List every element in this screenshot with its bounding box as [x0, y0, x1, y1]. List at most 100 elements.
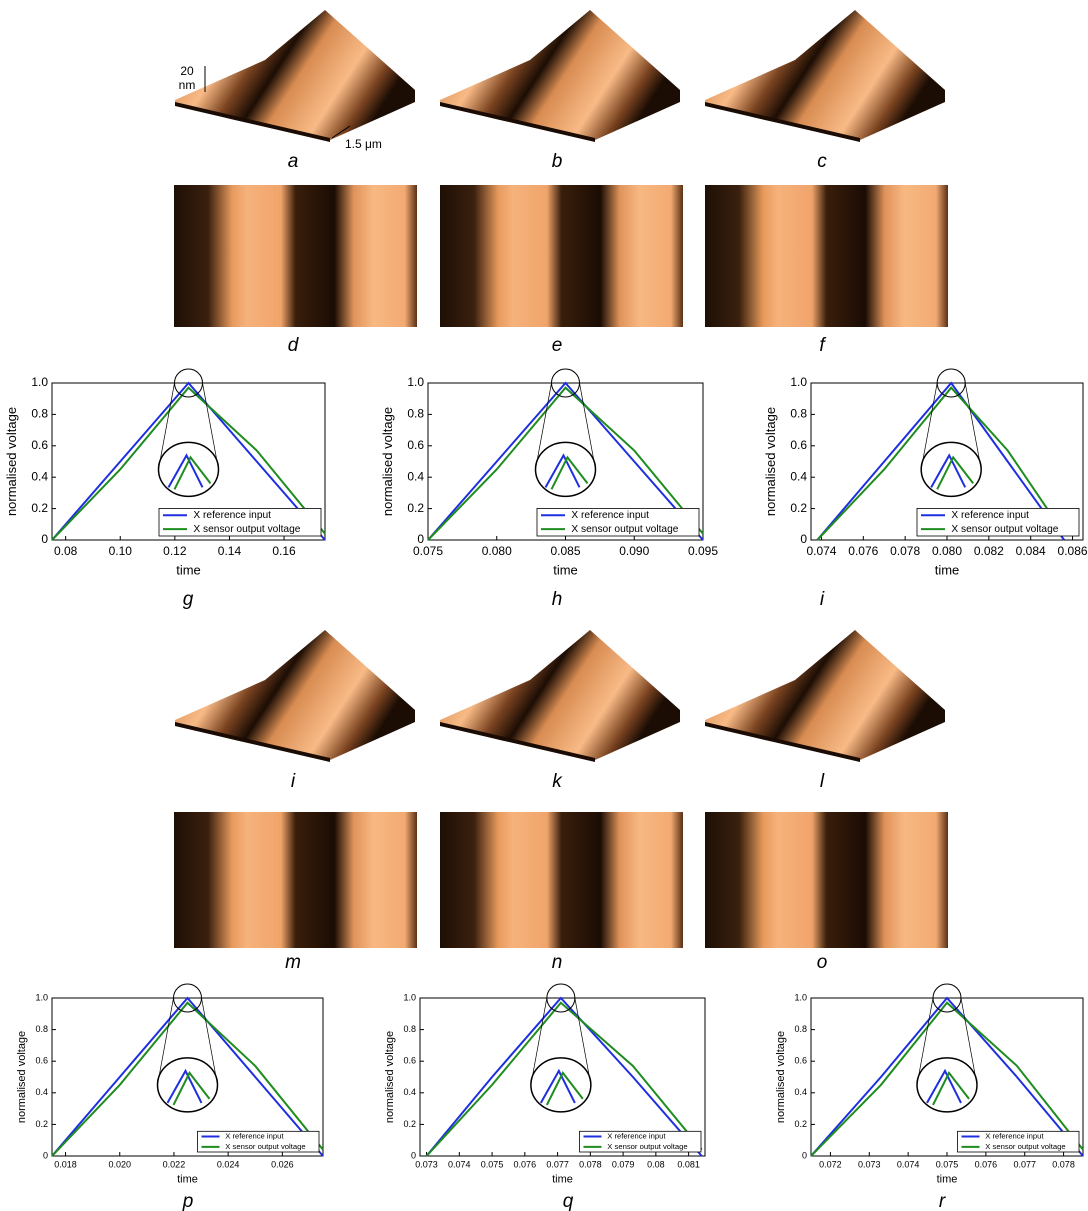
- legend-label: X reference input: [951, 510, 1029, 521]
- x-tick-label: 0.074: [806, 544, 836, 558]
- panel-label: k: [552, 771, 563, 792]
- y-tick-label: 0.2: [794, 1119, 807, 1129]
- legend-label: X reference input: [571, 510, 649, 521]
- y-tick-label: 0.6: [407, 438, 424, 452]
- x-tick-label: 0.16: [272, 544, 296, 558]
- scale-label: 1.5 μm: [345, 137, 382, 151]
- x-axis-label: time: [176, 563, 201, 578]
- x-tick-label: 0.024: [217, 1159, 240, 1169]
- y-tick-label: 0.8: [31, 407, 48, 421]
- x-axis-label: time: [552, 1173, 573, 1185]
- x-tick-label: 0.022: [163, 1159, 186, 1169]
- panel-label: n: [552, 952, 563, 973]
- y-tick-label: 0: [41, 532, 48, 546]
- surface-3d: [705, 630, 945, 760]
- zoom-inset: [158, 1058, 218, 1112]
- x-tick-label: 0.073: [415, 1159, 438, 1169]
- y-tick-label: 0.8: [790, 407, 807, 421]
- panel-label: l: [820, 771, 825, 792]
- y-tick-label: 0.6: [35, 1056, 48, 1066]
- y-axis-label: normalised voltage: [380, 407, 395, 516]
- y-axis-label: normalised voltage: [16, 1031, 28, 1123]
- panel-label: h: [552, 589, 563, 610]
- legend-label: X sensor output voltage: [571, 524, 678, 535]
- surface-3d: [705, 10, 945, 140]
- x-axis-label: time: [553, 563, 578, 578]
- height-image: [705, 185, 948, 327]
- y-tick-label: 0: [43, 1150, 48, 1160]
- x-tick-label: 0.026: [271, 1159, 294, 1169]
- page: {"figure": { "panel_labels": ["a", "b", …: [0, 0, 1088, 1211]
- chart: 00.20.40.60.81.00.0750.0800.0850.0900.09…: [380, 369, 719, 578]
- y-tick-label: 0.2: [790, 501, 807, 515]
- x-tick-label: 0.077: [546, 1159, 569, 1169]
- panel-label: p: [182, 1191, 194, 1211]
- height-image: [174, 812, 417, 948]
- y-tick-label: 0.4: [403, 1087, 416, 1097]
- panel-label: i: [820, 589, 825, 610]
- y-tick-label: 0.4: [407, 469, 424, 483]
- y-tick-label: 1.0: [794, 992, 807, 1002]
- y-tick-label: 0.4: [31, 469, 48, 483]
- x-tick-label: 0.073: [858, 1159, 881, 1169]
- chart: 00.20.40.60.81.00.0730.0740.0750.0760.07…: [384, 984, 705, 1185]
- scale-label: 20: [180, 64, 194, 78]
- x-tick-label: 0.076: [514, 1159, 537, 1169]
- y-tick-label: 0.2: [35, 1119, 48, 1129]
- y-tick-label: 0.2: [31, 501, 48, 515]
- x-tick-label: 0.14: [218, 544, 242, 558]
- y-tick-label: 1.0: [35, 992, 48, 1002]
- x-tick-label: 0.08: [54, 544, 78, 558]
- y-tick-label: 1.0: [790, 375, 807, 389]
- x-tick-label: 0.075: [481, 1159, 504, 1169]
- panel-label: r: [939, 1191, 946, 1211]
- panel-label: g: [183, 589, 194, 610]
- x-tick-label: 0.020: [108, 1159, 131, 1169]
- y-tick-label: 0.6: [790, 438, 807, 452]
- y-tick-label: 0.8: [403, 1024, 416, 1034]
- y-tick-label: 1.0: [403, 992, 416, 1002]
- x-tick-label: 0.090: [619, 544, 649, 558]
- y-tick-label: 0.4: [790, 469, 807, 483]
- legend-label: X reference input: [193, 510, 271, 521]
- x-tick-label: 0.080: [932, 544, 962, 558]
- x-tick-label: 0.079: [612, 1159, 635, 1169]
- y-tick-label: 0.2: [403, 1119, 416, 1129]
- legend-label: X sensor output voltage: [607, 1142, 687, 1151]
- panel-label: b: [552, 151, 563, 172]
- y-tick-label: 0.8: [794, 1024, 807, 1034]
- x-tick-label: 0.076: [848, 544, 878, 558]
- panel-label: m: [285, 952, 301, 973]
- x-tick-label: 0.085: [550, 544, 580, 558]
- y-tick-label: 0.2: [407, 501, 424, 515]
- zoom-inset: [159, 442, 219, 496]
- surface-3d: [175, 10, 415, 140]
- x-tick-label: 0.072: [819, 1159, 842, 1169]
- y-tick-label: 0.6: [403, 1056, 416, 1066]
- y-tick-label: 0: [802, 1150, 807, 1160]
- height-image: [705, 812, 948, 948]
- chart: 00.20.40.60.81.00.0720.0730.0740.0750.07…: [775, 984, 1083, 1185]
- height-image: [440, 812, 683, 948]
- x-tick-label: 0.018: [54, 1159, 77, 1169]
- x-tick-label: 0.082: [974, 544, 1004, 558]
- y-tick-label: 0.6: [794, 1056, 807, 1066]
- panel-label: c: [817, 151, 827, 172]
- legend-label: X sensor output voltage: [225, 1142, 305, 1151]
- x-axis-label: time: [935, 563, 960, 578]
- y-axis-label: normalised voltage: [763, 407, 778, 516]
- legend-label: X sensor output voltage: [985, 1142, 1065, 1151]
- x-tick-label: 0.075: [936, 1159, 959, 1169]
- y-tick-label: 1.0: [407, 375, 424, 389]
- height-image: [440, 185, 683, 327]
- x-tick-label: 0.078: [579, 1159, 602, 1169]
- y-axis-label: normalised voltage: [4, 407, 19, 516]
- y-tick-label: 0.8: [35, 1024, 48, 1034]
- panel-label: q: [563, 1191, 574, 1211]
- y-tick-label: 0.4: [35, 1087, 48, 1097]
- x-tick-label: 0.074: [897, 1159, 920, 1169]
- x-axis-label: time: [177, 1173, 198, 1185]
